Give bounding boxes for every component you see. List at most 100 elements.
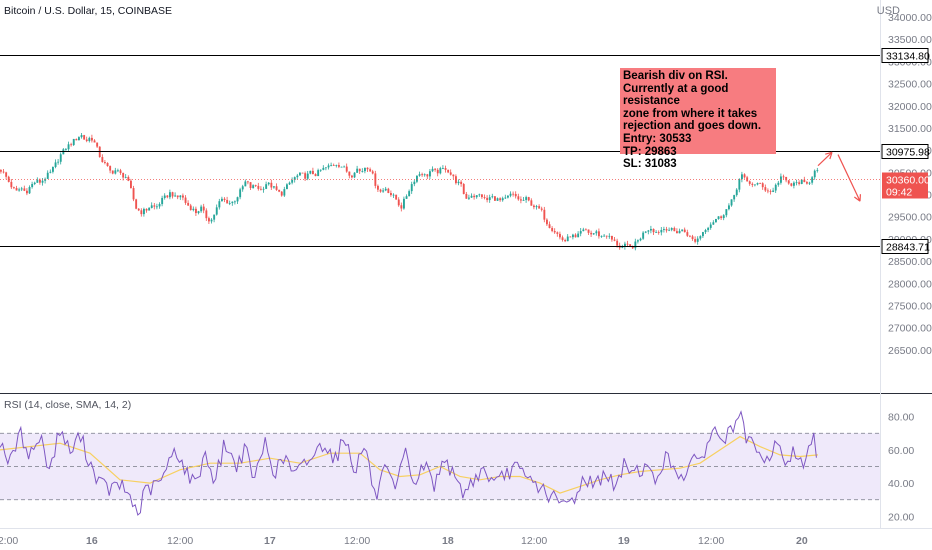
candle-down xyxy=(278,189,281,192)
candle-down xyxy=(104,162,106,163)
candle-up xyxy=(702,232,704,237)
candle-down xyxy=(767,190,769,192)
candle-up xyxy=(361,171,364,172)
candle-down xyxy=(517,196,520,200)
candle-up xyxy=(67,144,70,150)
down-arrow-head xyxy=(853,196,861,202)
candle-down xyxy=(631,246,634,249)
time-tick-label: 18 xyxy=(442,535,454,547)
candle-up xyxy=(429,171,431,177)
candle-up xyxy=(712,222,715,225)
candle-down xyxy=(605,235,608,237)
candle-down xyxy=(171,192,174,197)
candle-up xyxy=(218,201,221,208)
candle-up xyxy=(704,230,707,233)
candle-up xyxy=(36,179,39,183)
candle-down xyxy=(527,197,530,201)
candle-down xyxy=(759,183,762,184)
candle-up xyxy=(213,214,216,220)
candle-up xyxy=(707,227,710,231)
candle-down xyxy=(764,187,767,191)
candle-up xyxy=(72,138,75,145)
candle-down xyxy=(499,198,502,201)
time-tick-label: 12:00 xyxy=(344,535,370,547)
down-arrow xyxy=(837,154,861,202)
candle-up xyxy=(642,232,645,239)
candle-down xyxy=(223,198,226,200)
candle-up xyxy=(49,171,52,173)
candle-down xyxy=(616,240,619,246)
symbol-title: Bitcoin / U.S. Dollar, 15, COINBASE xyxy=(4,5,173,17)
candle-down xyxy=(182,195,184,198)
level-label-resistance: 30975.98 xyxy=(886,147,930,159)
time-tick-label: 19 xyxy=(618,535,630,547)
price-chart[interactable]: 26500.00 27000.00 27500.00 28000.00 28500.00… xyxy=(0,0,932,394)
candle-up xyxy=(317,170,320,177)
candle-up xyxy=(252,185,255,189)
rsi-tick-label: 40.00 xyxy=(888,478,914,490)
candle-down xyxy=(691,236,694,240)
candle-up xyxy=(291,179,294,183)
candle-down xyxy=(83,135,86,140)
price-tick-label: 33500.00 xyxy=(888,34,932,46)
candle-down xyxy=(205,210,208,219)
candle-down xyxy=(387,188,390,194)
candle-down xyxy=(782,176,785,178)
candle-down xyxy=(689,235,691,237)
rsi-chart[interactable]: 20.00 40.00 60.00 80.00 xyxy=(0,394,932,528)
candle-up xyxy=(470,195,473,198)
candle-down xyxy=(202,206,205,211)
candle-down xyxy=(254,185,257,187)
candle-down xyxy=(371,171,374,174)
time-tick-label: 20 xyxy=(796,535,808,547)
candle-down xyxy=(345,166,348,172)
level-label-box xyxy=(881,239,929,254)
candle-up xyxy=(423,174,426,176)
candle-up xyxy=(156,206,158,208)
candle-down xyxy=(751,183,754,185)
candle-up xyxy=(577,233,580,238)
candle-down xyxy=(652,228,655,233)
candle-down xyxy=(351,175,353,178)
candle-down xyxy=(436,169,439,174)
candle-down xyxy=(338,165,340,167)
candle-up xyxy=(754,184,756,186)
candle-up xyxy=(756,183,759,185)
candle-down xyxy=(686,232,689,236)
candle-up xyxy=(221,198,223,202)
candle-up xyxy=(442,168,444,169)
candle-up xyxy=(117,170,119,172)
candle-up xyxy=(699,236,702,239)
candle-up xyxy=(54,162,57,167)
candle-up xyxy=(41,180,44,183)
candle-down xyxy=(10,181,13,188)
candle-up xyxy=(384,188,387,191)
candle-down xyxy=(2,171,5,173)
candle-up xyxy=(717,216,720,219)
candle-up xyxy=(416,175,418,182)
candle-up xyxy=(364,167,366,172)
candle-down xyxy=(790,183,793,186)
time-tick-label: 12:00 xyxy=(0,535,18,547)
candle-down xyxy=(109,166,112,171)
candle-down xyxy=(462,184,465,194)
candle-up xyxy=(621,246,624,248)
candle-up xyxy=(525,197,528,200)
candle-up xyxy=(231,201,234,204)
candle-up xyxy=(730,199,733,206)
candle-up xyxy=(413,181,416,185)
candle-up xyxy=(439,168,442,174)
candle-down xyxy=(130,180,132,189)
candle-down xyxy=(135,199,138,209)
candle-up xyxy=(637,240,639,242)
candle-down xyxy=(574,234,577,238)
candle-down xyxy=(332,165,335,166)
candle-up xyxy=(696,238,699,242)
candle-up xyxy=(236,197,239,202)
trade-note[interactable]: Bearish div on RSI. Currently at a good … xyxy=(620,68,776,170)
candle-up xyxy=(777,182,780,185)
candle-up xyxy=(46,172,49,179)
candle-up xyxy=(286,184,288,190)
candle-up xyxy=(18,189,21,191)
candle-down xyxy=(483,197,486,198)
